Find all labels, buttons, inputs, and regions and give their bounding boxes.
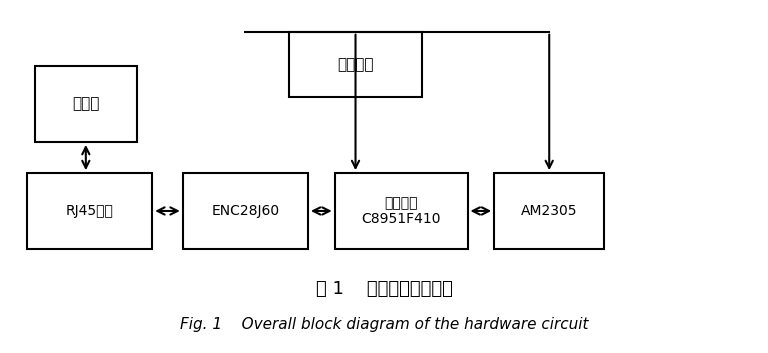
- Bar: [494, 173, 604, 249]
- Text: AM2305: AM2305: [521, 204, 578, 218]
- Text: 电源模块: 电源模块: [337, 57, 374, 72]
- Bar: [27, 173, 152, 249]
- Text: 图 1    硬件电路总体框图: 图 1 硬件电路总体框图: [316, 280, 452, 298]
- Bar: [35, 66, 137, 142]
- Text: ENC28J60: ENC28J60: [211, 204, 280, 218]
- Bar: [335, 173, 468, 249]
- Bar: [183, 173, 308, 249]
- Text: RJ45接口: RJ45接口: [66, 204, 114, 218]
- Text: 主控芯片
C8951F410: 主控芯片 C8951F410: [361, 196, 441, 226]
- Text: Fig. 1    Overall block diagram of the hardware circuit: Fig. 1 Overall block diagram of the hard…: [180, 317, 588, 332]
- Bar: [289, 32, 422, 97]
- Text: 上位机: 上位机: [72, 97, 100, 112]
